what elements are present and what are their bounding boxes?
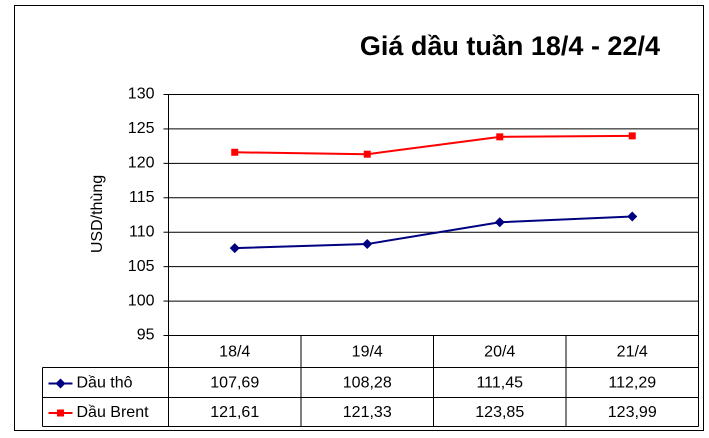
table-value: 123,99 [608,404,657,421]
marker [231,148,239,156]
table-value: 112,29 [608,375,656,392]
y-tick-label: 120 [128,155,155,172]
marker [627,211,638,222]
x-tick-label: 19/4 [352,344,383,361]
y-tick-label: 95 [137,327,155,344]
legend-marker [55,378,66,389]
x-tick-label: 18/4 [219,344,250,361]
marker [362,239,373,250]
y-axis-label: USD/thùng [89,175,106,253]
legend-marker [57,409,64,417]
marker [496,133,504,141]
table-value: 108,28 [343,375,392,392]
marker [628,132,636,140]
marker [494,217,505,228]
legend-label: Dầu thô [77,375,133,392]
x-tick-label: 21/4 [617,344,648,361]
table-value: 121,33 [343,404,392,421]
x-tick-label: 20/4 [484,344,515,361]
y-tick-label: 125 [128,120,155,137]
table-value: 111,45 [476,375,523,392]
marker [363,150,371,158]
y-tick-label: 110 [129,223,155,240]
y-tick-label: 105 [128,258,155,275]
table-value: 123,85 [475,404,524,421]
marker [229,243,240,254]
y-tick-label: 130 [128,86,155,103]
series-line [234,134,633,156]
legend-label: Dầu Brent [77,404,150,421]
y-tick-label: 100 [128,292,155,309]
chart-title: Giá dầu tuần 18/4 - 22/4 [360,31,660,61]
series-line [234,215,633,250]
table-value: 121,61 [210,404,259,421]
table-value: 107,69 [210,375,259,392]
y-tick-label: 115 [129,189,155,206]
